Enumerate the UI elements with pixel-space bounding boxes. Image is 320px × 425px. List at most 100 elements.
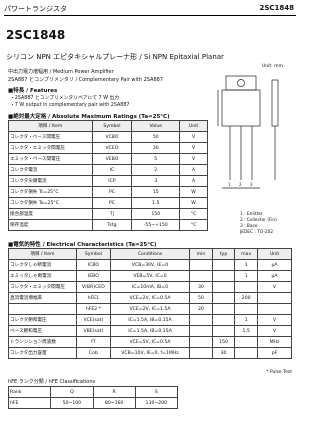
cell: VCB=10V, IE=0, f=1MHz: [109, 347, 191, 359]
cell: Unit: [179, 120, 208, 132]
datasheet-page: パワートランジスタ 2SC1848 2SC1848 シリコン NPN エピタキシ…: [4, 4, 296, 409]
feature: ・2SA887 とコンプリメンタリペアにて 7 W 出力: [10, 96, 120, 101]
cell: A: [179, 175, 208, 187]
cell: S: [134, 386, 179, 398]
cell: [211, 292, 236, 304]
cell: VCE(sat): [75, 314, 111, 326]
cell: Symbol: [75, 248, 111, 260]
cell: W: [179, 186, 208, 198]
cell: V: [257, 314, 292, 326]
row: 接合部温度 Tj 150 °C: [8, 208, 208, 220]
svg-text:3: 3: [250, 182, 253, 187]
row: 直流電流増幅率 hFE1 VCE=2V, IC=0.5A 50 200: [8, 292, 292, 304]
cell: V: [179, 131, 208, 143]
cell: MHz: [257, 336, 292, 348]
feature: ・7 W output in complementary pair with 2…: [10, 103, 130, 108]
cell: 2: [131, 164, 181, 176]
cell: トランジション周波数: [8, 336, 77, 348]
cell: VCE=5V, IC=0.5A: [109, 336, 191, 348]
cell: VCE=2V, IC=0.5A: [109, 292, 191, 304]
cell: R: [92, 386, 136, 398]
cell: 保存温度: [8, 219, 93, 231]
cell: fT: [75, 336, 111, 348]
row: コレクタ尖頭電流 ICP 3 A: [8, 175, 208, 187]
package-unit: Unit: mm: [262, 64, 283, 69]
cell: [234, 281, 258, 293]
cell: 項目 / Item: [8, 248, 77, 260]
cell: 項目 / Item: [8, 120, 93, 132]
application: 中出力電力増幅用 / Medium Power Amplifier: [8, 69, 114, 75]
cell: 50~100: [50, 397, 94, 409]
cell: min: [189, 248, 213, 260]
cell: 1: [234, 259, 258, 271]
cell: 30: [189, 281, 213, 293]
cell: IC=1.5A, IB=0.15A: [109, 325, 191, 337]
cell: Cob: [75, 347, 111, 359]
cell: IC=1.5A, IB=0.15A: [109, 314, 191, 326]
cell: Tj: [91, 208, 133, 220]
cell: 接合部温度: [8, 208, 93, 220]
category: パワートランジスタ: [4, 5, 67, 13]
cell: VCEO: [91, 142, 133, 154]
cell: [211, 303, 236, 315]
cell: V: [257, 281, 292, 293]
cell: コレクタ電流: [8, 164, 93, 176]
cell: V: [179, 153, 208, 165]
cell: Value: [131, 120, 181, 132]
electrical-table: 項目 / Item Symbol Conditions min typ max Unit コレ…: [8, 248, 292, 359]
cell: [189, 347, 213, 359]
cell: [234, 336, 258, 348]
cell: [211, 325, 236, 337]
part-header: 2SC1848: [259, 4, 294, 12]
cell: 1: [234, 314, 258, 326]
cell: エミッタ・ベース間電圧: [8, 153, 93, 165]
cell: VBE(sat): [75, 325, 111, 337]
cell: typ: [211, 248, 236, 260]
cell: ベース飽和電圧: [8, 325, 77, 337]
cell: 30: [131, 142, 181, 154]
cell: IC: [91, 164, 133, 176]
pin: 3 : Base: [240, 224, 258, 229]
row: エミッタしゃ断電流 IEBO VEB=5V, IC=0 1 μA: [8, 270, 292, 282]
cell: V(BR)CEO: [75, 281, 111, 293]
cell: Rank: [7, 386, 52, 398]
row: 保存温度 Tstg -55~+150 °C: [8, 219, 208, 231]
cell: [234, 303, 258, 315]
cell: [257, 303, 292, 315]
cell: コレクタしゃ断電流: [8, 259, 77, 271]
cell: PC: [91, 197, 133, 209]
cell: VEB=5V, IC=0: [109, 270, 191, 282]
cell: [189, 259, 213, 271]
svg-text:1: 1: [228, 182, 231, 187]
features-heading: ■特長 / Features: [8, 88, 58, 94]
row: Rank Q R S: [7, 386, 179, 398]
cell: 1: [234, 270, 258, 282]
footnote: * Pulse Test: [266, 370, 292, 375]
cell: [189, 336, 213, 348]
row: コレクタ飽和電圧 VCE(sat) IC=1.5A, IB=0.15A 1 V: [8, 314, 292, 326]
row: コレクタ損失 Ta=25°C PC 1.5 W: [8, 197, 208, 209]
cell: コレクタ尖頭電流: [8, 175, 93, 187]
cell: IC=10mA, IB=0: [109, 281, 191, 293]
cell: μA: [257, 270, 292, 282]
row: hFE2 * VCE=2V, IC=1.5A 20: [8, 303, 292, 315]
ratings-heading: ■絶対最大定格 / Absolute Maximum Ratings (Ta=2…: [8, 114, 170, 120]
cell: 150: [131, 208, 181, 220]
cell: Symbol: [91, 120, 133, 132]
cell: max: [234, 248, 258, 260]
cell: Tstg: [91, 219, 133, 231]
cell: Q: [50, 386, 94, 398]
cell: [189, 325, 213, 337]
cell: コレクタ・ベース間電圧: [8, 131, 93, 143]
cell: コレクタ・エミッタ間電圧: [8, 142, 93, 154]
cell: V: [179, 142, 208, 154]
row: トランジション周波数 fT VCE=5V, IC=0.5A 150 MHz: [8, 336, 292, 348]
cell: VCBO: [91, 131, 133, 143]
cell: PC: [91, 186, 133, 198]
cell: A: [179, 164, 208, 176]
electrical-heading: ■電気的特性 / Electrical Characteristics (Ta=…: [8, 242, 157, 248]
row: コレクタ損失 Tc=25°C PC 15 W: [8, 186, 208, 198]
cell: [189, 270, 213, 282]
row: コレクタ電流 IC 2 A: [8, 164, 208, 176]
